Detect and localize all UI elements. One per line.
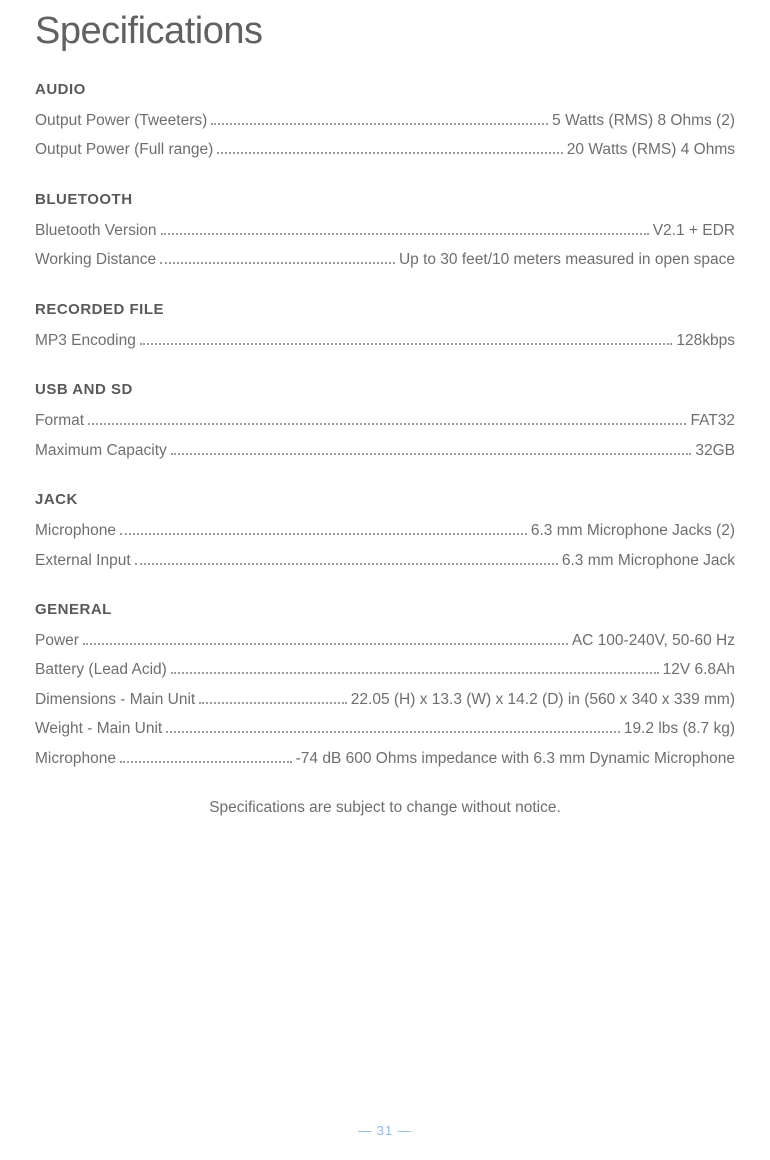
footnote: Specifications are subject to change wit…	[35, 799, 735, 817]
page-number: — 31 —	[0, 1123, 770, 1138]
section-heading: JACK	[35, 491, 735, 508]
spec-value: 22.05 (H) x 13.3 (W) x 14.2 (D) in (560 …	[351, 685, 735, 714]
spec-label: Battery (Lead Acid)	[35, 655, 167, 684]
spec-section: AUDIO Output Power (Tweeters) 5 Watts (RM…	[35, 81, 735, 165]
spec-label: Working Distance	[35, 245, 156, 274]
dot-leader	[88, 423, 686, 425]
spec-label: Format	[35, 406, 84, 435]
spec-row: Microphone -74 dB 600 Ohms impedance with…	[35, 744, 735, 773]
section-heading: GENERAL	[35, 601, 735, 618]
spec-label: Microphone	[35, 516, 116, 545]
dot-leader	[120, 533, 527, 535]
section-heading: RECORDED FILE	[35, 301, 735, 318]
spec-section: JACK Microphone 6.3 mm Microphone Jacks (…	[35, 491, 735, 575]
dot-leader	[217, 152, 562, 154]
dot-leader	[83, 643, 568, 645]
dot-leader	[160, 262, 395, 264]
spec-row: Output Power (Full range) 20 Watts (RMS)…	[35, 135, 735, 164]
spec-label: External Input	[35, 546, 131, 575]
spec-value: Up to 30 feet/10 meters measured in open…	[399, 245, 735, 274]
spec-value: 32GB	[695, 436, 735, 465]
spec-row: Format FAT32	[35, 406, 735, 435]
spec-row: Bluetooth Version V2.1 + EDR	[35, 216, 735, 245]
spec-row: External Input 6.3 mm Microphone Jack	[35, 546, 735, 575]
spec-row: Dimensions - Main Unit 22.05 (H) x 13.3 (…	[35, 685, 735, 714]
spec-section: USB AND SD Format FAT32 Maximum Capacity 32G…	[35, 381, 735, 465]
spec-value: 6.3 mm Microphone Jack	[562, 546, 735, 575]
spec-row: Weight - Main Unit 19.2 lbs (8.7 kg)	[35, 714, 735, 743]
section-heading: AUDIO	[35, 81, 735, 98]
spec-value: AC 100-240V, 50-60 Hz	[572, 626, 735, 655]
spec-value: 128kbps	[676, 326, 735, 355]
spec-value: 6.3 mm Microphone Jacks (2)	[531, 516, 735, 545]
dot-leader	[135, 563, 558, 565]
spec-value: 19.2 lbs (8.7 kg)	[624, 714, 735, 743]
spec-label: Weight - Main Unit	[35, 714, 162, 743]
page-title: Specifications	[35, 10, 735, 53]
spec-row: MP3 Encoding 128kbps	[35, 326, 735, 355]
spec-label: Power	[35, 626, 79, 655]
dot-leader	[171, 453, 692, 455]
spec-section: GENERALPower AC 100-240V, 50-60 HzBatter…	[35, 601, 735, 773]
spec-row: Output Power (Tweeters) 5 Watts (RMS) 8 …	[35, 106, 735, 135]
dot-leader	[199, 702, 347, 704]
spec-value: 5 Watts (RMS) 8 Ohms (2)	[552, 106, 735, 135]
section-heading: USB AND SD	[35, 381, 735, 398]
spec-section: BLUETOOTHBluetooth VersionV2.1 + EDRWork…	[35, 191, 735, 275]
dot-leader	[140, 343, 673, 345]
spec-row: Microphone 6.3 mm Microphone Jacks (2)	[35, 516, 735, 545]
spec-label: Output Power (Tweeters)	[35, 106, 207, 135]
dot-leader	[161, 233, 649, 235]
spec-value: 20 Watts (RMS) 4 Ohms	[567, 135, 735, 164]
spec-row: Power AC 100-240V, 50-60 Hz	[35, 626, 735, 655]
dot-leader	[211, 123, 548, 125]
spec-section: RECORDED FILE MP3 Encoding 128kbps	[35, 301, 735, 355]
spec-row: Battery (Lead Acid) 12V 6.8Ah	[35, 655, 735, 684]
spec-row: Maximum Capacity 32GB	[35, 436, 735, 465]
spec-label: Bluetooth Version	[35, 216, 157, 245]
dot-leader	[166, 731, 620, 733]
spec-label: Output Power (Full range)	[35, 135, 213, 164]
dot-leader	[120, 761, 292, 763]
spec-value: V2.1 + EDR	[653, 216, 735, 245]
spec-label: MP3 Encoding	[35, 326, 136, 355]
spec-value: -74 dB 600 Ohms impedance with 6.3 mm Dy…	[296, 744, 735, 773]
spec-value: 12V 6.8Ah	[663, 655, 735, 684]
spec-label: Dimensions - Main Unit	[35, 685, 195, 714]
spec-label: Maximum Capacity	[35, 436, 167, 465]
section-heading: BLUETOOTH	[35, 191, 735, 208]
spec-label: Microphone	[35, 744, 116, 773]
spec-row: Working Distance Up to 30 feet/10 meters…	[35, 245, 735, 274]
dot-leader	[171, 672, 659, 674]
sections-container: AUDIO Output Power (Tweeters) 5 Watts (RM…	[35, 81, 735, 773]
spec-value: FAT32	[690, 406, 735, 435]
